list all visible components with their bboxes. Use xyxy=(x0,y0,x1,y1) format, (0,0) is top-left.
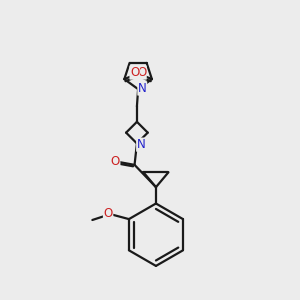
Text: N: N xyxy=(138,82,147,95)
Text: O: O xyxy=(137,66,146,79)
Text: O: O xyxy=(111,155,120,168)
Text: N: N xyxy=(137,138,146,151)
Text: O: O xyxy=(103,207,113,220)
Text: O: O xyxy=(130,66,139,79)
